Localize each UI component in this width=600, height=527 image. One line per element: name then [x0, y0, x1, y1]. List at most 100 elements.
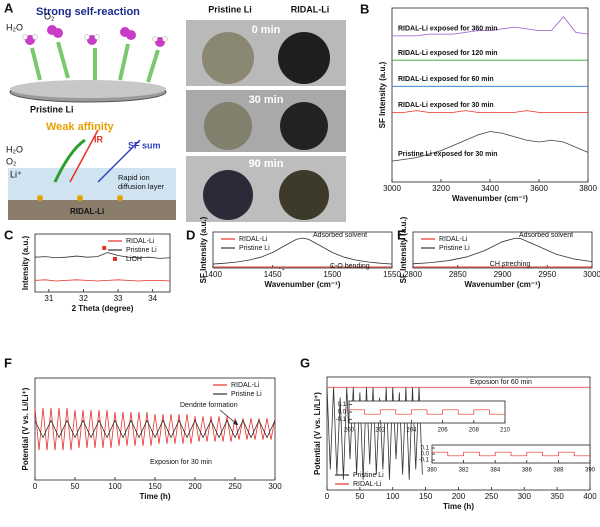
series-line — [392, 110, 588, 113]
marker — [102, 245, 107, 250]
disk-label: Pristine Li — [30, 104, 74, 114]
layer-label: diffusion layer — [118, 182, 165, 191]
panel-label: G — [300, 355, 310, 370]
x-tick-label: 208 — [469, 428, 480, 434]
x-tick-label: 3200 — [432, 184, 450, 193]
plot-frame — [412, 231, 593, 269]
x-tick-label: 400 — [583, 492, 597, 501]
panel-label: F — [4, 355, 12, 370]
plot-frame — [34, 233, 171, 293]
annotation: Exposion for 30 min — [150, 459, 212, 466]
chart: 200 202 204 206 208 210 0.1 0.0-0.1 — [336, 400, 511, 434]
annotation: Adsorbed solvent — [313, 232, 367, 239]
y-axis-title: Intensity (a.u.) — [21, 236, 30, 291]
series-line — [412, 237, 593, 265]
x-tick-label: 300 — [268, 482, 282, 491]
series-line — [34, 252, 171, 259]
series-line — [34, 407, 276, 451]
photo-panel: Pristine Li RIDAL-Li 0 min 30 min 90 min — [186, 4, 346, 222]
y-tick-label: 0.1 — [338, 402, 347, 408]
x-tick-label: 1550 — [383, 270, 401, 279]
molecule-label: O₂ — [6, 156, 17, 166]
x-tick-label: 200 — [344, 428, 355, 434]
x-tick-label: 3000 — [383, 184, 401, 193]
beam — [69, 129, 99, 183]
x-tick-label: 388 — [553, 468, 564, 474]
x-tick-label: 202 — [375, 428, 386, 434]
base-label: RIDAL-Li — [70, 207, 104, 216]
x-tick-label: 150 — [148, 482, 162, 491]
molecule-label: H₂O — [6, 144, 23, 154]
row-label: 30 min — [249, 94, 284, 106]
beam — [97, 139, 141, 183]
legend-label: RIDAL-Li — [353, 481, 382, 488]
sample — [278, 32, 330, 84]
series-line — [392, 16, 589, 37]
x-tick-label: 2900 — [494, 270, 512, 279]
legend-swatch — [113, 257, 117, 261]
series-label: RIDAL-Li exposed for 120 min — [398, 50, 498, 57]
series-label: Pristine Li exposed for 30 min — [398, 151, 498, 158]
series-line — [349, 409, 505, 415]
x-tick-label: 3800 — [579, 184, 597, 193]
x-tick-label: 34 — [148, 294, 157, 303]
x-tick-label: 386 — [522, 468, 533, 474]
legend-label: RIDAL-Li — [439, 236, 468, 243]
x-tick-label: 206 — [438, 428, 449, 434]
panel-label: A — [4, 0, 14, 15]
x-axis-title: Wavenumber (cm⁻¹) — [452, 194, 528, 203]
beam-label: SF sum — [128, 140, 161, 150]
y-axis-title: Potential (V vs. Li/Li⁺) — [21, 387, 30, 470]
annotation: Exposion for 60 min — [470, 379, 532, 386]
annotation-arrowhead — [233, 420, 238, 425]
x-tick-label: 50 — [355, 492, 364, 501]
x-tick-label: 2850 — [449, 270, 467, 279]
x-tick-label: 200 — [452, 492, 466, 501]
x-tick-label: 390 — [585, 468, 596, 474]
sample — [279, 170, 329, 220]
chart: 3000 3200 3400 3600 3800 Wavenumber (cm⁻¹) SF … — [360, 1, 597, 203]
beam-label: IR — [94, 134, 104, 144]
legend-label: LiOH — [126, 256, 142, 263]
base — [8, 200, 176, 220]
illustration: A Strong self-reaction H₂O O₂ Pristine L… — [4, 0, 176, 220]
panel-label: B — [360, 1, 369, 16]
series-line — [34, 419, 276, 439]
x-tick-label: 3600 — [530, 184, 548, 193]
y-tick-label: 0.1 — [421, 446, 430, 452]
legend-label: RIDAL-Li — [239, 236, 268, 243]
x-tick-label: 0 — [33, 482, 38, 491]
row-label: 90 min — [249, 158, 284, 170]
legend-label: Pristine Li — [231, 391, 262, 398]
chart: 0 50 100 150 200 250 300 Time (h) Potential (V v… — [4, 355, 282, 501]
legend-label: Pristine Li — [439, 245, 470, 252]
sample — [203, 170, 253, 220]
plot-frame — [391, 7, 589, 183]
series-line — [212, 237, 393, 265]
x-tick-label: 2950 — [538, 270, 556, 279]
y-axis-title: SF Intensity (a.u.) — [378, 61, 387, 128]
chart: 2800 2850 2900 2950 3000 Wavenumber (cm⁻¹) SF … — [397, 216, 600, 289]
y-tick-label: 0.0 — [421, 452, 430, 458]
panel-label: C — [4, 227, 14, 242]
legend-label: RIDAL-Li — [126, 238, 155, 245]
row-label: 0 min — [252, 24, 281, 36]
x-tick-label: 32 — [79, 294, 88, 303]
y-axis-title: SF Intensity (a.u.) — [399, 216, 408, 283]
x-tick-label: 3400 — [481, 184, 499, 193]
x-axis-title: Time (h) — [443, 502, 474, 511]
legend-label: RIDAL-Li — [231, 382, 260, 389]
x-tick-label: 33 — [114, 294, 123, 303]
y-tick-label: -0.1 — [419, 458, 430, 464]
x-axis-title: Wavenumber (cm⁻¹) — [465, 280, 541, 289]
molecule-label: O₂ — [44, 11, 55, 21]
x-tick-label: 204 — [406, 428, 417, 434]
plot-frame — [34, 377, 276, 481]
chart: 1400 1450 1500 1550 Wavenumber (cm⁻¹) SF Inte… — [186, 216, 401, 289]
chart: 31 32 33 34 2 Theta (degree) Intensity (a.u.)… — [4, 227, 171, 313]
chart: 0 50 100 150 200 250 300 350 400 Time (h) Potentia… — [300, 355, 597, 511]
x-axis-title: Wavenumber (cm⁻¹) — [265, 280, 341, 289]
x-tick-label: 150 — [419, 492, 433, 501]
series-label: RIDAL-Li exposed for 60 min — [398, 76, 494, 83]
